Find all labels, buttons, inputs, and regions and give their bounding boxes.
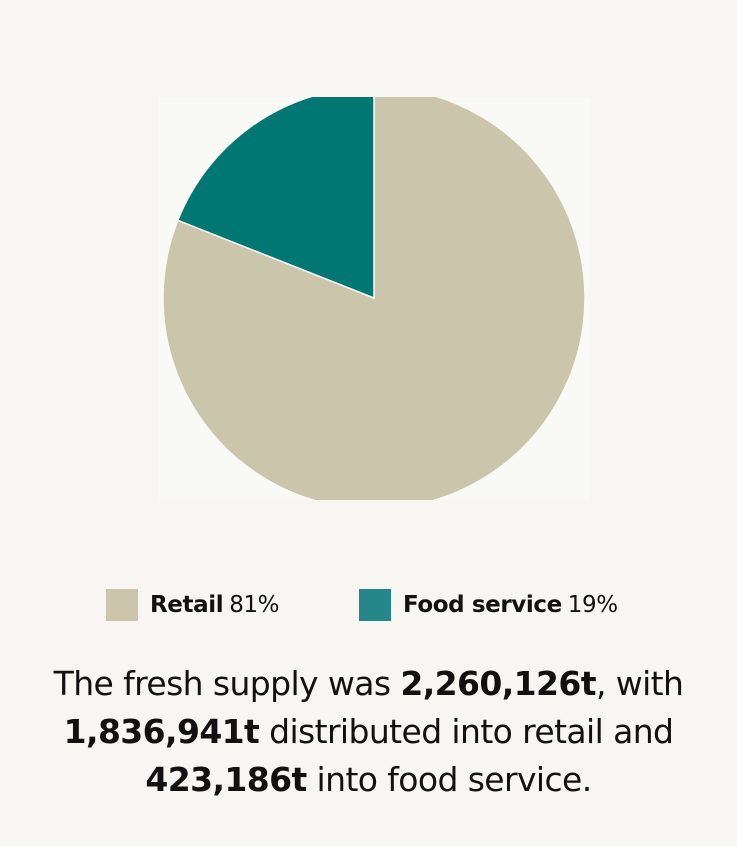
retail-supply-value: 1,836,941t <box>63 712 260 751</box>
legend-swatch-retail <box>106 589 138 621</box>
legend-swatch-food-service <box>359 589 391 621</box>
summary-line-2: 1,836,941t distributed into retail and <box>0 708 737 756</box>
pie-slice-food-service <box>176 97 375 300</box>
chart-legend: Retail 81% Food service 19% <box>0 588 737 622</box>
legend-value-retail: 81% <box>229 592 280 618</box>
total-supply-value: 2,260,126t <box>400 664 596 703</box>
summary-line-1: The fresh supply was 2,260,126t, with <box>0 660 737 708</box>
summary-text-1a: The fresh supply was <box>53 664 401 703</box>
summary-text-2b: distributed into retail and <box>259 712 674 751</box>
legend-item-food-service: Food service 19% <box>359 588 618 622</box>
pie-chart-panel <box>159 97 589 500</box>
summary-line-3: 423,186t into food service. <box>0 756 737 804</box>
pie-chart <box>162 97 586 500</box>
summary-text: The fresh supply was 2,260,126t, with 1,… <box>0 660 737 804</box>
legend-value-food-service: 19% <box>567 592 618 618</box>
summary-text-1c: , with <box>595 664 684 703</box>
legend-label-food-service: Food service <box>403 592 562 618</box>
legend-label-retail: Retail <box>150 592 224 618</box>
summary-text-3b: into food service. <box>306 760 593 799</box>
food-service-supply-value: 423,186t <box>145 760 307 799</box>
legend-item-retail: Retail 81% <box>106 588 280 622</box>
